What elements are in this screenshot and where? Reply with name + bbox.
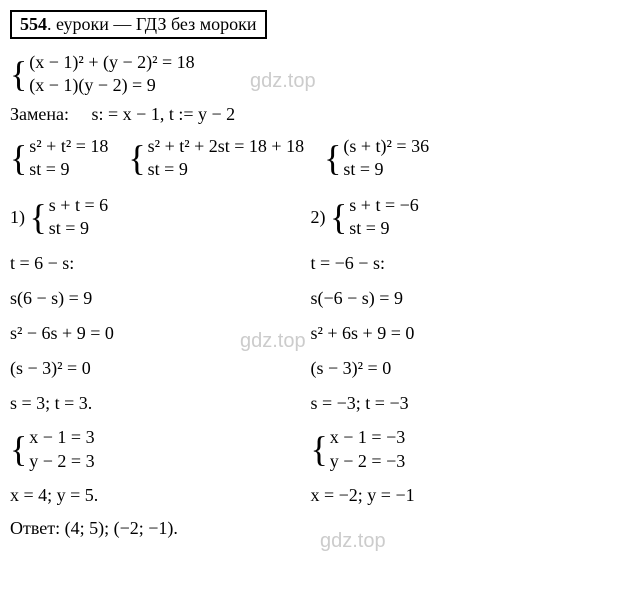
equation: s² + t² = 18 (29, 135, 108, 158)
case2-step: s(−6 − s) = 9 (311, 286, 612, 311)
case2-result: x = −2; y = −1 (311, 483, 612, 508)
substitution-line: Замена: s: = x − 1, t := y − 2 (10, 102, 611, 127)
case1-system: 1) { s + t = 6 st = 9 (10, 194, 311, 241)
case2-back-system: { x − 1 = −3 y − 2 = −3 (311, 426, 612, 473)
equation: s + t = 6 (49, 194, 108, 217)
equation: s + t = −6 (349, 194, 418, 217)
case1-back-system: { x − 1 = 3 y − 2 = 3 (10, 426, 311, 473)
equation: st = 9 (349, 217, 418, 240)
cases-row: 1) { s + t = 6 st = 9 2) { s + t = −6 st… (10, 190, 611, 245)
equation: y − 2 = −3 (330, 450, 405, 473)
case1-step: s(6 − s) = 9 (10, 286, 311, 311)
equation: s² + t² + 2st = 18 + 18 (148, 135, 304, 158)
system-c: { (s + t)² = 36 st = 9 (324, 135, 429, 182)
case2-system: 2) { s + t = −6 st = 9 (311, 194, 612, 241)
case1-step: s = 3; t = 3. (10, 391, 311, 416)
case2-step: (s − 3)² = 0 (311, 356, 612, 381)
problem-number: 554 (20, 14, 47, 34)
case1-label: 1) (10, 207, 25, 228)
case1-step: s² − 6s + 9 = 0 (10, 321, 311, 346)
brace-icon: { (311, 437, 328, 462)
case2-label: 2) (311, 207, 326, 228)
substitution-label: Замена: (10, 104, 69, 124)
equation: st = 9 (29, 158, 108, 181)
brace-icon: { (10, 146, 27, 171)
header-text: . еуроки — ГДЗ без мороки (47, 14, 257, 34)
brace-icon: { (10, 62, 27, 87)
case1-step: t = 6 − s: (10, 251, 311, 276)
brace-icon: { (30, 205, 47, 230)
case1-result: x = 4; y = 5. (10, 483, 311, 508)
brace-icon: { (330, 205, 347, 230)
system-a: { s² + t² = 18 st = 9 (10, 135, 108, 182)
case2-step: s² + 6s + 9 = 0 (311, 321, 612, 346)
equation: (x − 1)(y − 2) = 9 (29, 74, 194, 97)
system-initial: { (x − 1)² + (y − 2)² = 18 (x − 1)(y − 2… (10, 51, 611, 98)
substitution-expr: s: = x − 1, t := y − 2 (92, 104, 236, 124)
answer-line: Ответ: (4; 5); (−2; −1). (10, 516, 611, 541)
brace-icon: { (10, 437, 27, 462)
brace-icon: { (128, 146, 145, 171)
case1-step: (s − 3)² = 0 (10, 356, 311, 381)
system-b: { s² + t² + 2st = 18 + 18 st = 9 (128, 135, 304, 182)
equation: x − 1 = −3 (330, 426, 405, 449)
equation: (s + t)² = 36 (343, 135, 429, 158)
equation: st = 9 (49, 217, 108, 240)
case2-step: t = −6 − s: (311, 251, 612, 276)
header-box: 554. еуроки — ГДЗ без мороки (10, 10, 267, 39)
equation: st = 9 (148, 158, 304, 181)
equation: x − 1 = 3 (29, 426, 94, 449)
equation: y − 2 = 3 (29, 450, 94, 473)
brace-icon: { (324, 146, 341, 171)
systems-row: { s² + t² = 18 st = 9 { s² + t² + 2st = … (10, 131, 611, 186)
equation: st = 9 (343, 158, 429, 181)
answer-text: (4; 5); (−2; −1). (65, 518, 178, 538)
equation: (x − 1)² + (y − 2)² = 18 (29, 51, 194, 74)
answer-label: Ответ: (10, 518, 60, 538)
case2-step: s = −3; t = −3 (311, 391, 612, 416)
